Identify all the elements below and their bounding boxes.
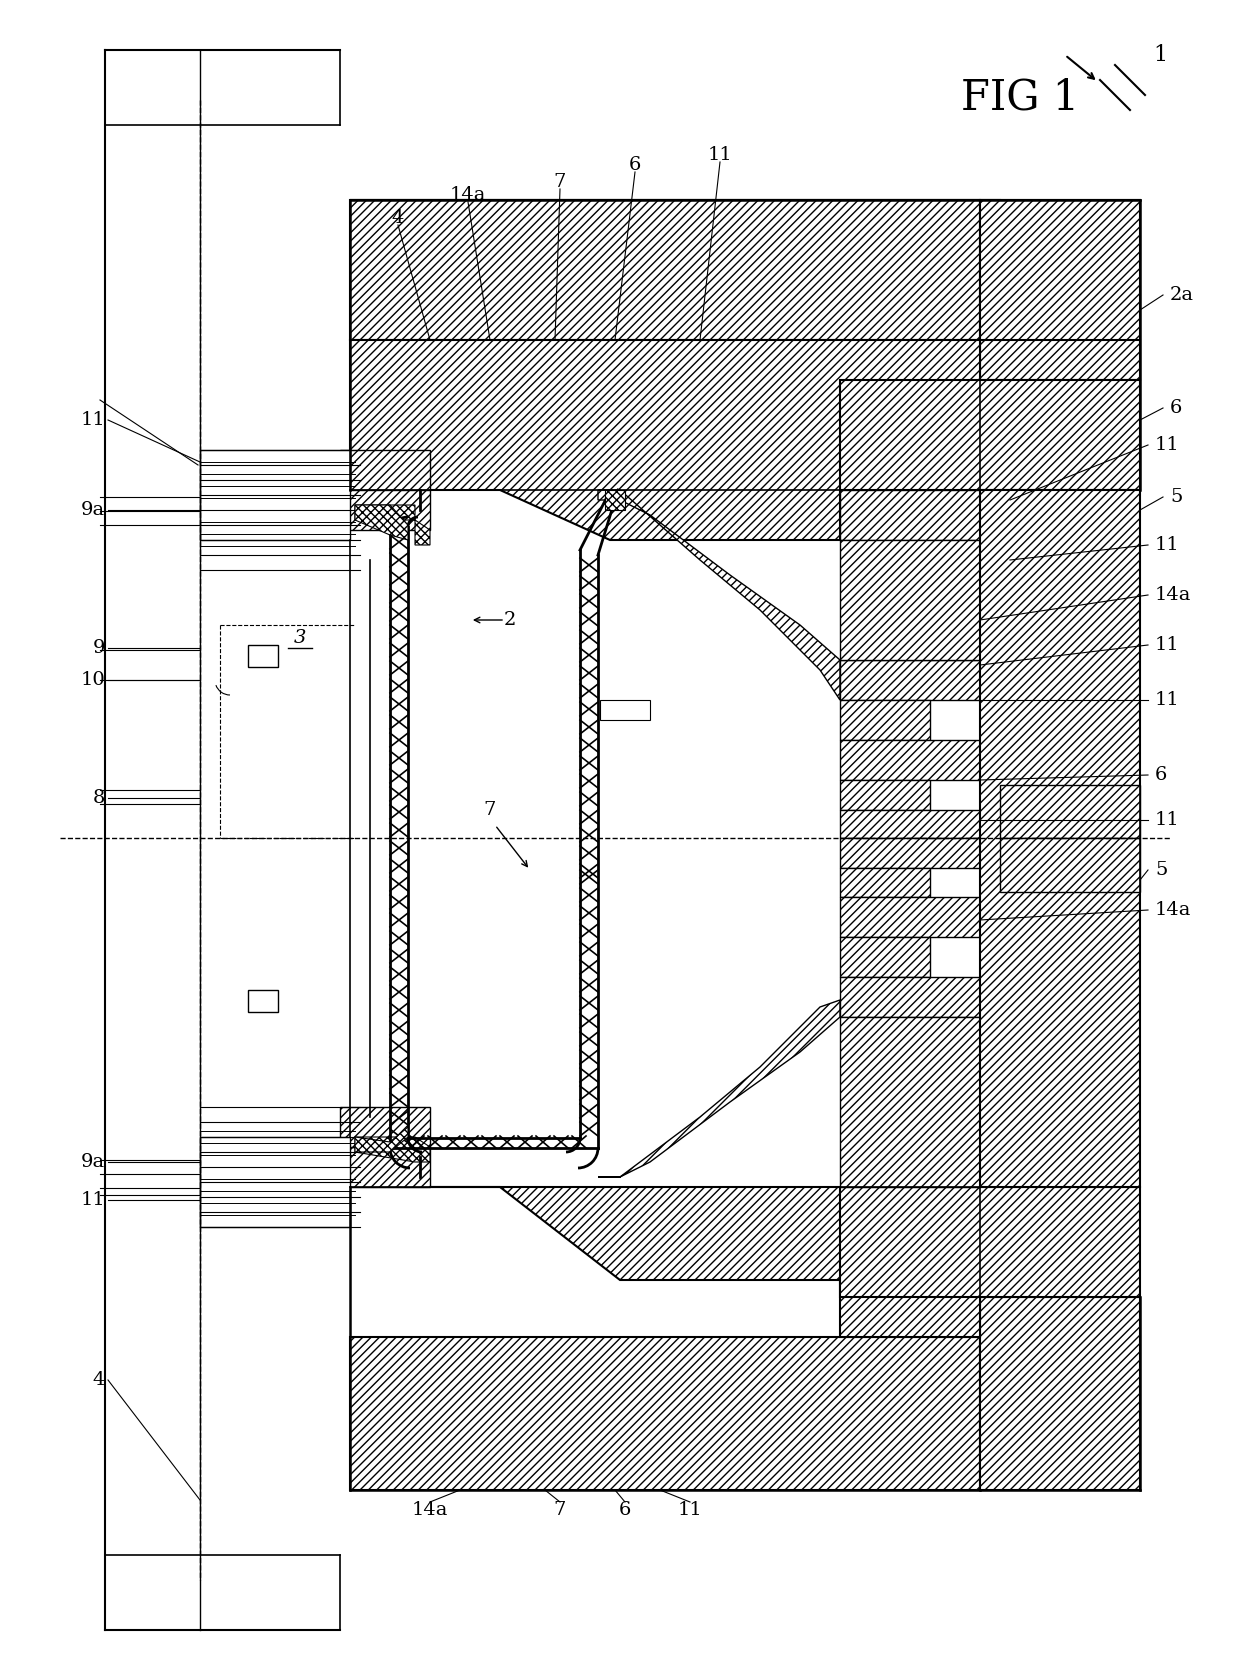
Polygon shape [598, 490, 839, 699]
Polygon shape [839, 897, 980, 937]
Text: 9: 9 [93, 639, 105, 657]
Bar [248, 646, 278, 667]
Text: 9a: 9a [81, 1154, 105, 1171]
Text: 10: 10 [81, 671, 105, 689]
Polygon shape [839, 540, 980, 661]
Polygon shape [355, 1127, 408, 1152]
Text: 14a: 14a [1154, 901, 1192, 919]
Text: 11: 11 [1154, 436, 1179, 454]
Text: 11: 11 [1154, 691, 1179, 709]
Polygon shape [980, 490, 1140, 1187]
Text: 7: 7 [484, 802, 496, 818]
Polygon shape [839, 661, 980, 699]
Polygon shape [839, 780, 930, 810]
Polygon shape [350, 200, 980, 340]
Polygon shape [600, 699, 650, 719]
Polygon shape [980, 200, 1140, 381]
Polygon shape [839, 1016, 980, 1187]
Polygon shape [350, 200, 1140, 260]
Text: 9a: 9a [81, 501, 105, 518]
Text: 11: 11 [1154, 636, 1179, 654]
Text: 11: 11 [81, 1191, 105, 1209]
Bar [248, 989, 278, 1011]
Text: 14a: 14a [450, 186, 486, 205]
Polygon shape [980, 1296, 1140, 1489]
Text: 6: 6 [1154, 766, 1167, 785]
Polygon shape [340, 490, 430, 530]
Polygon shape [839, 869, 930, 897]
Text: 3: 3 [294, 629, 306, 647]
Text: 6: 6 [619, 1501, 631, 1519]
Polygon shape [355, 1137, 430, 1162]
Polygon shape [598, 999, 839, 1177]
Text: 11: 11 [1154, 812, 1179, 828]
Polygon shape [355, 505, 408, 540]
Text: 8: 8 [93, 788, 105, 807]
Text: 4: 4 [392, 210, 404, 226]
Text: 5: 5 [1171, 488, 1183, 506]
Polygon shape [350, 340, 980, 540]
Text: 11: 11 [677, 1501, 702, 1519]
Polygon shape [340, 1147, 430, 1187]
Text: 11: 11 [81, 411, 105, 429]
Text: 14a: 14a [412, 1501, 448, 1519]
Text: 1: 1 [1153, 44, 1167, 65]
Polygon shape [839, 699, 930, 740]
Text: 6: 6 [1171, 399, 1183, 418]
Text: 4: 4 [93, 1372, 105, 1389]
Polygon shape [839, 978, 980, 1016]
Polygon shape [980, 340, 1140, 381]
Polygon shape [200, 1137, 350, 1228]
Polygon shape [355, 505, 430, 545]
Polygon shape [340, 449, 430, 490]
Polygon shape [340, 1107, 430, 1147]
Polygon shape [350, 1187, 980, 1337]
Polygon shape [200, 449, 350, 540]
Polygon shape [350, 1337, 980, 1489]
Text: 7: 7 [554, 173, 567, 191]
Polygon shape [839, 1187, 1140, 1296]
Polygon shape [999, 785, 1140, 838]
Text: 5: 5 [1154, 860, 1167, 879]
Polygon shape [839, 810, 980, 838]
Text: 2: 2 [503, 610, 516, 629]
Text: 14a: 14a [1154, 585, 1192, 604]
Text: FIG 1: FIG 1 [961, 75, 1079, 117]
Text: 11: 11 [708, 146, 733, 164]
Polygon shape [999, 838, 1140, 892]
Text: 7: 7 [554, 1501, 567, 1519]
Text: 11: 11 [1154, 537, 1179, 553]
Polygon shape [605, 490, 625, 510]
Polygon shape [839, 381, 1140, 490]
Polygon shape [839, 838, 980, 869]
Text: 6: 6 [629, 156, 641, 174]
Polygon shape [839, 490, 980, 540]
Text: 2a: 2a [1171, 287, 1194, 304]
Polygon shape [839, 740, 980, 780]
Polygon shape [839, 937, 930, 978]
